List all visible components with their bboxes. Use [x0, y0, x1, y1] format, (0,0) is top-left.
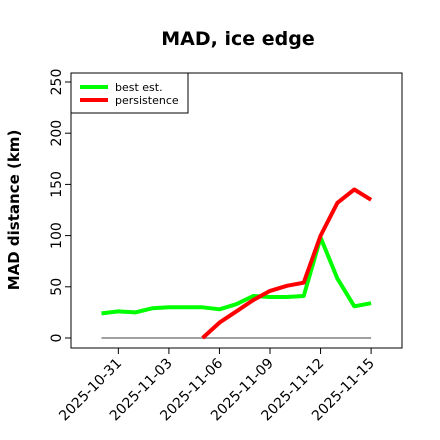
legend-box	[70, 72, 189, 114]
y-tick-label: 50	[49, 278, 65, 296]
legend: best est.persistence	[70, 72, 189, 114]
series-line-best-est	[101, 235, 372, 316]
chart-title: MAD, ice edge	[161, 28, 314, 50]
x-axis: 2025-10-312025-11-032025-11-062025-11-09…	[56, 348, 378, 424]
y-tick-label: 250	[49, 69, 65, 96]
legend-label: persistence	[115, 94, 179, 107]
y-tick-label: 150	[49, 171, 65, 198]
y-tick-label: 200	[49, 120, 65, 147]
y-tick-label: 100	[49, 222, 65, 249]
plot-frame	[70, 72, 403, 349]
y-axis: 0 50 100 150 200 250	[49, 69, 71, 343]
y-tick-label: 0	[49, 334, 65, 343]
series-line-persistence	[201, 187, 373, 340]
legend-label: best est.	[115, 81, 163, 94]
y-axis-label: MAD distance (km)	[5, 130, 23, 291]
series-layer	[101, 187, 373, 340]
